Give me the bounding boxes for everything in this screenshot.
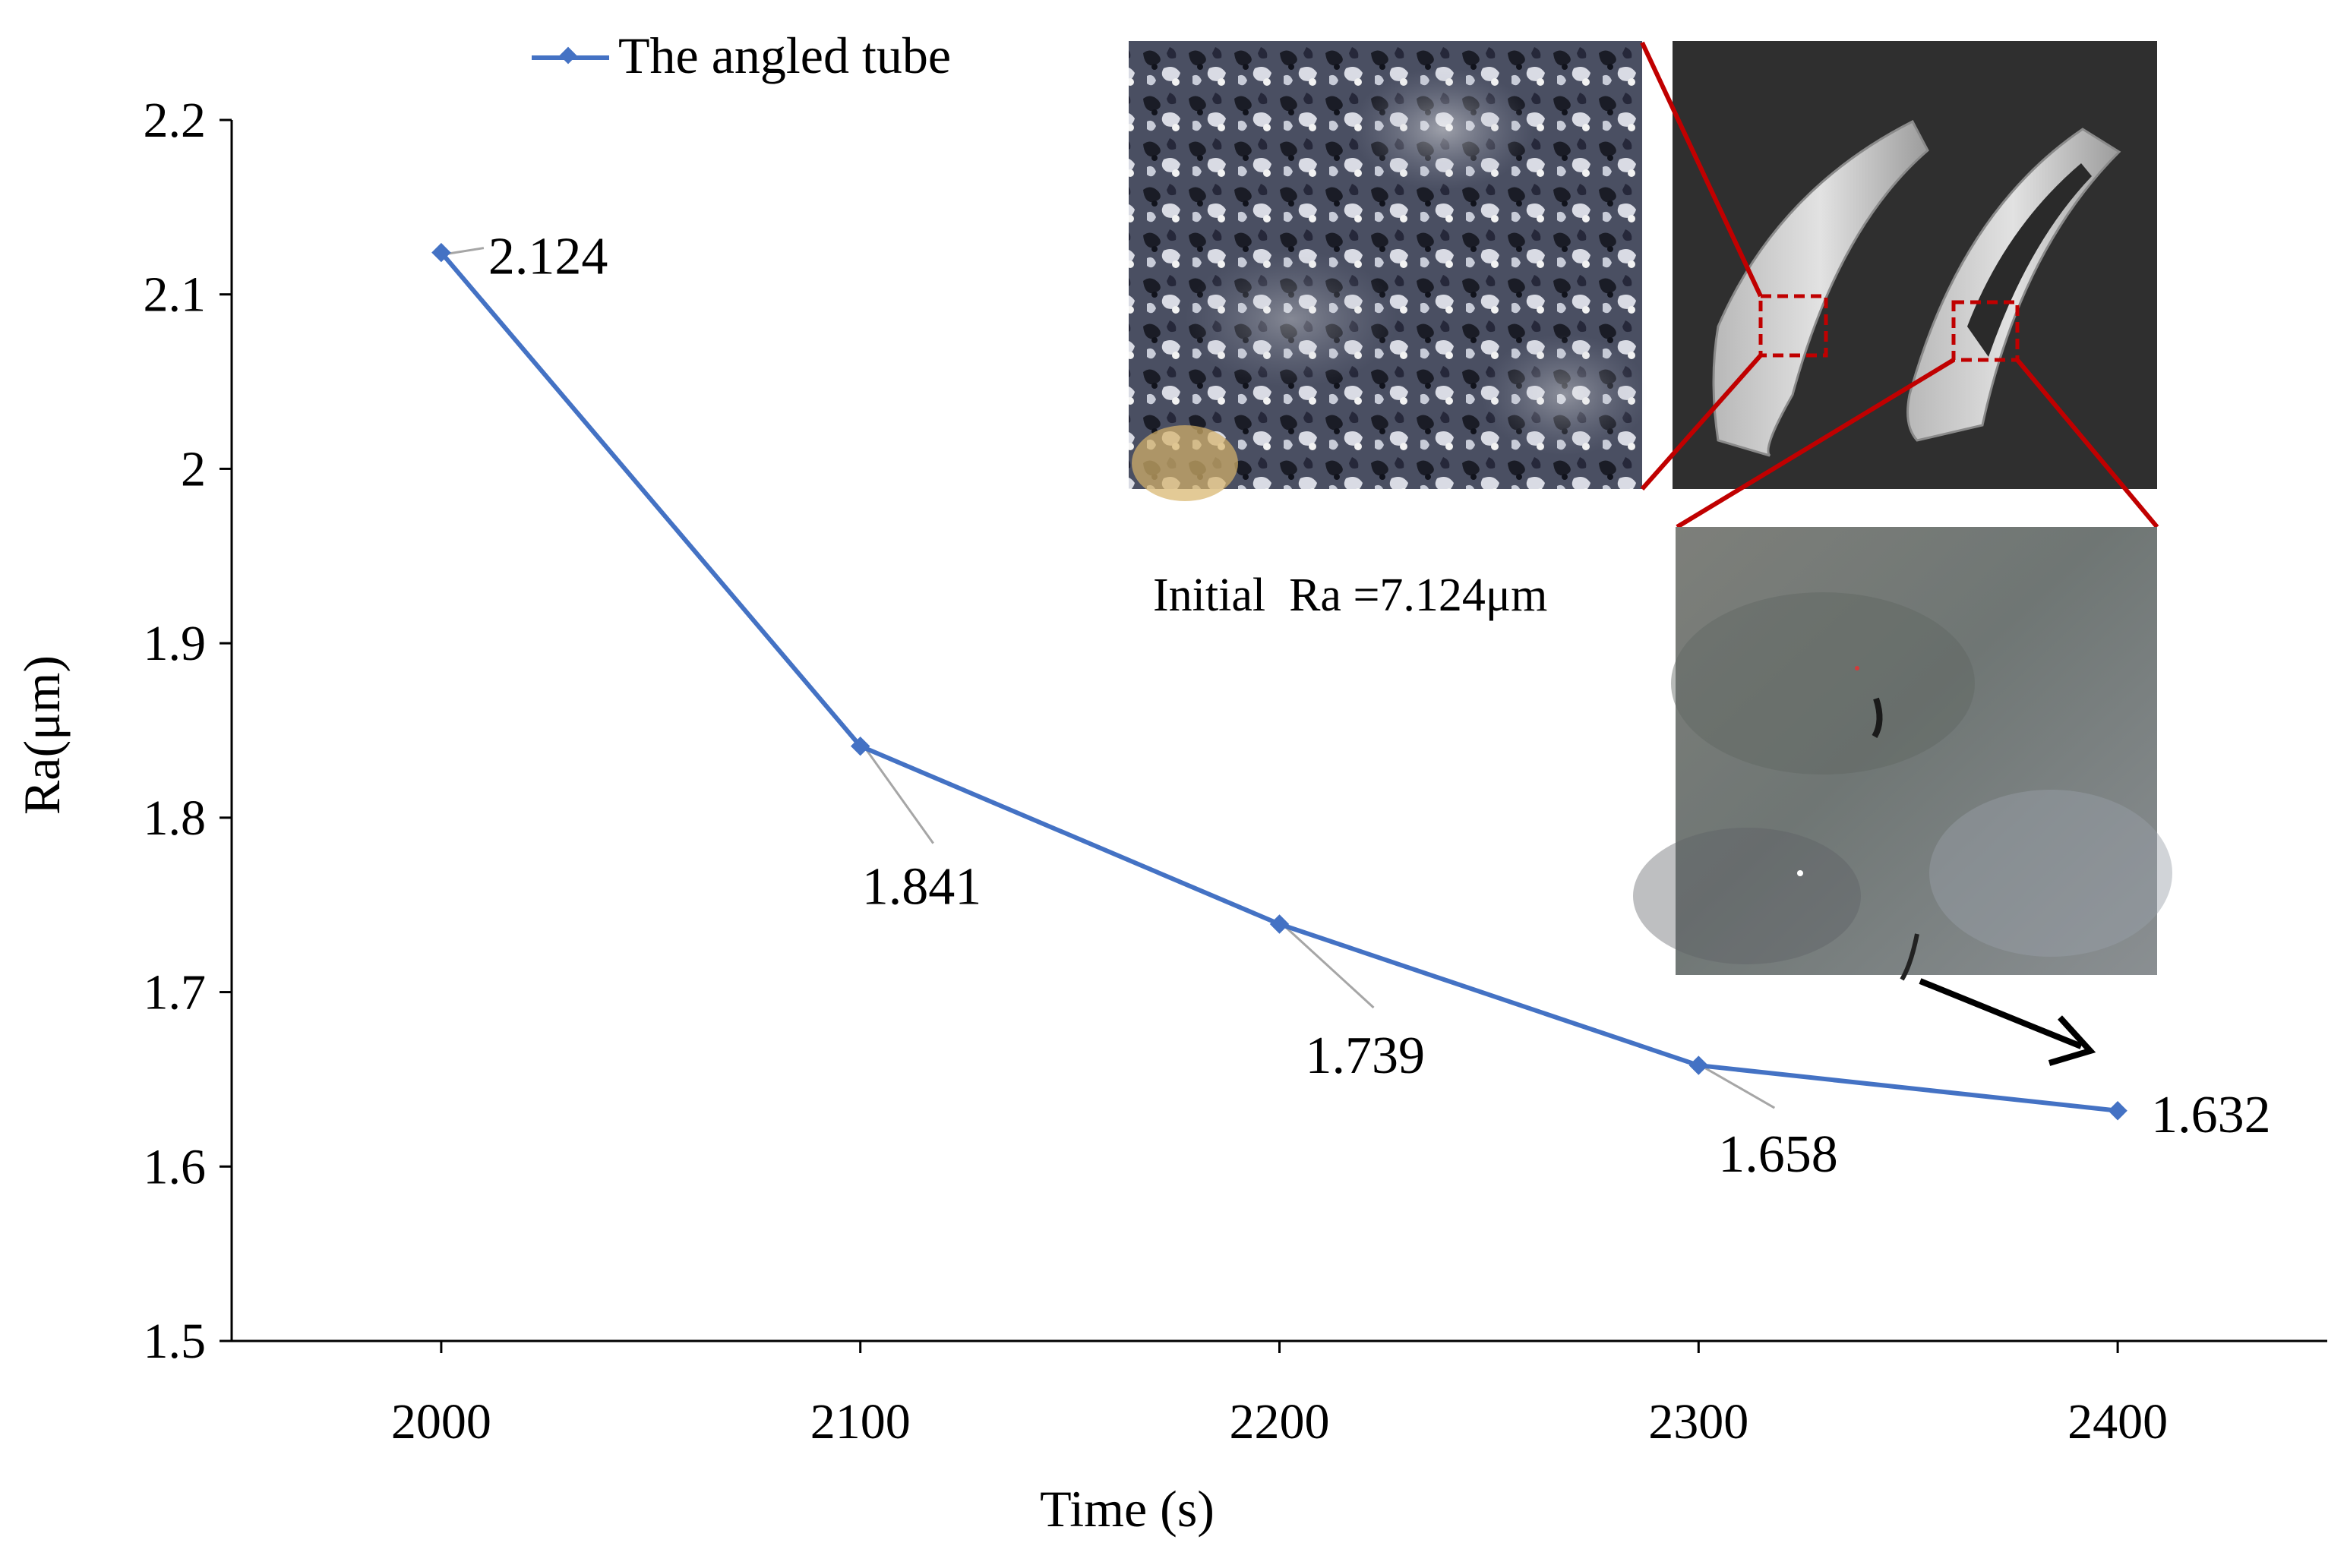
inset-initial-surface-micrograph <box>1129 41 1648 501</box>
data-point-marker <box>1688 1055 1709 1075</box>
data-label: 1.658 <box>1718 1125 1838 1184</box>
data-point-marker <box>431 242 451 263</box>
y-tick-label: 1.9 <box>144 616 207 671</box>
data-label-leaders <box>445 247 1776 1109</box>
data-label-leader <box>445 247 485 256</box>
x-tick-label: 2100 <box>810 1394 911 1450</box>
x-tick-label: 2400 <box>2067 1394 2168 1450</box>
data-point-marker <box>1269 914 1290 934</box>
legend-label: The angled tube <box>618 27 951 84</box>
data-label: 1.841 <box>862 858 982 917</box>
data-label-leader <box>1283 924 1375 1009</box>
callout-box-right <box>1951 300 2020 362</box>
y-axis-title: Ra(μm) <box>13 655 71 815</box>
data-label-leader <box>864 746 934 844</box>
data-labels: 2.124 1.841 1.739 1.658 1.632 <box>488 228 2271 1184</box>
tube-section-unpolished <box>1712 119 1929 457</box>
arrow-to-final-point <box>1919 978 2096 1066</box>
y-tick-label: 1.8 <box>144 790 207 846</box>
x-tick-label: 2300 <box>1648 1394 1748 1450</box>
initial-roughness-label: Initial Ra =7.124μm <box>1153 569 1547 621</box>
inset-tube-photo <box>1673 41 2157 489</box>
x-axis-title: Time (s) <box>1040 1480 1215 1538</box>
data-label: 1.739 <box>1306 1027 1426 1085</box>
legend: The angled tube <box>532 27 951 84</box>
y-tick-label: 1.7 <box>144 965 207 1021</box>
data-label: 2.124 <box>488 228 608 286</box>
callout-box-left <box>1758 294 1828 358</box>
y-ticks: 1.5 1.6 1.7 1.8 1.9 2 2.1 2.2 <box>144 93 232 1369</box>
y-tick-label: 1.6 <box>144 1139 207 1194</box>
data-label-leader <box>1702 1065 1776 1109</box>
legend-marker <box>559 46 577 65</box>
y-tick-label: 1.5 <box>144 1314 207 1369</box>
y-tick-label: 2.1 <box>144 267 207 323</box>
x-ticks: 2000 2100 2200 2300 2400 <box>391 1341 2168 1450</box>
inset-polished-surface-micrograph <box>1633 527 2172 981</box>
callout-lines <box>1640 41 2159 529</box>
x-tick-label: 2000 <box>391 1394 491 1450</box>
data-label: 1.632 <box>2151 1086 2271 1144</box>
y-tick-label: 2.2 <box>144 93 207 148</box>
data-point-marker <box>2108 1101 2127 1121</box>
x-tick-label: 2200 <box>1230 1394 1330 1450</box>
y-tick-label: 2 <box>181 441 206 497</box>
